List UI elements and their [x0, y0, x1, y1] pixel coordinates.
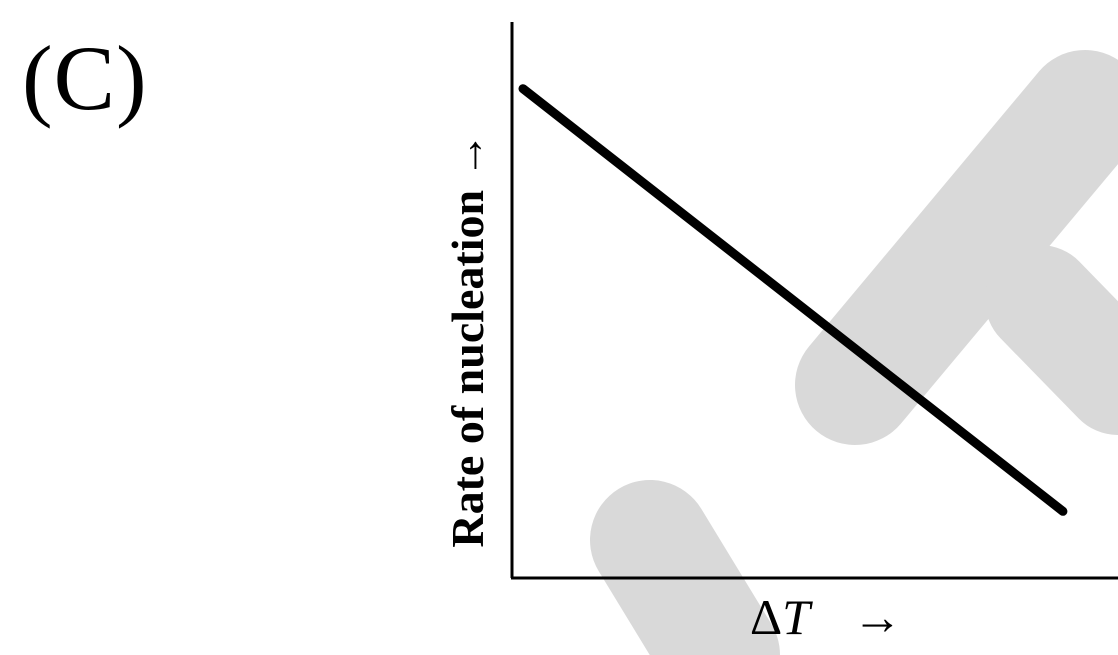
y-axis-title: Rate of nucleation → — [442, 132, 493, 548]
y-axis-arrow: → — [442, 132, 493, 179]
delta-symbol: Δ — [750, 589, 783, 645]
series-line — [518, 84, 1068, 516]
x-axis-arrow: → — [852, 589, 903, 645]
option-label: (C) — [22, 27, 148, 129]
y-axis-label: Rate of nucleation — [442, 189, 493, 548]
x-variable: T — [782, 589, 810, 645]
x-axis-title: ΔT → — [750, 592, 902, 642]
